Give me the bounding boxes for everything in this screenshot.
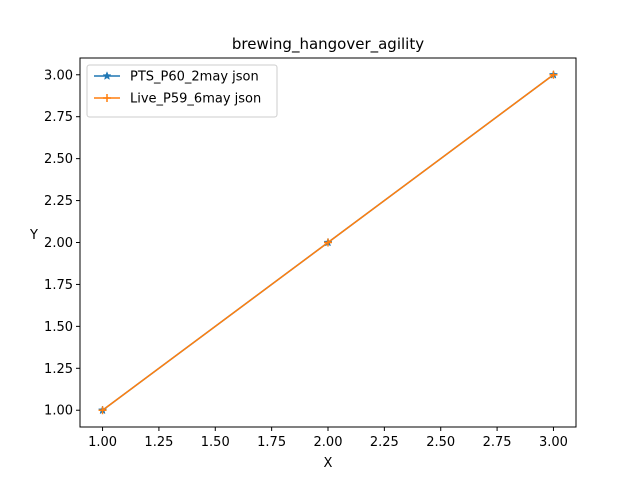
x-tick-label: 2.75 bbox=[483, 435, 512, 450]
y-axis-label: Y bbox=[29, 228, 38, 243]
series-2-point bbox=[324, 238, 332, 247]
y-tick-label: 2.25 bbox=[44, 194, 73, 209]
legend-item: PTS_P60_2may json bbox=[94, 70, 259, 85]
x-tick-label: 1.75 bbox=[257, 435, 286, 450]
x-axis-label: X bbox=[324, 456, 333, 471]
y-tick-label: 2.00 bbox=[44, 236, 73, 251]
plot-frame bbox=[79, 57, 577, 428]
series-2-point bbox=[549, 70, 558, 79]
x-tick-label: 3.00 bbox=[539, 435, 568, 450]
series-layer bbox=[97, 69, 559, 415]
y-tick-label: 2.75 bbox=[44, 110, 73, 125]
legend-item: Live_P59_6may json bbox=[94, 92, 261, 107]
series-2 bbox=[98, 70, 558, 415]
y-tick-label: 1.50 bbox=[44, 320, 73, 335]
x-tick-label: 2.00 bbox=[314, 435, 343, 450]
y-tick-label: 2.50 bbox=[44, 152, 73, 167]
legend-marker bbox=[102, 71, 112, 80]
y-tick-label: 1.75 bbox=[44, 278, 73, 293]
x-tick-label: 1.25 bbox=[144, 435, 173, 450]
series-2-point bbox=[98, 406, 107, 415]
y-tick-label: 3.00 bbox=[44, 68, 73, 83]
y-tick-label: 1.25 bbox=[44, 362, 73, 377]
chart-title: brewing_hangover_agility bbox=[232, 35, 424, 54]
x-tick-label: 1.00 bbox=[88, 435, 117, 450]
x-tick-label: 1.50 bbox=[201, 435, 230, 450]
x-axis-ticks: 1.00 1.25 1.50 1.75 2.00 2.25 2.50 2.75 3.00 bbox=[88, 427, 568, 450]
y-tick-label: 1.00 bbox=[44, 404, 73, 419]
legend-label: Live_P59_6may json bbox=[130, 92, 261, 107]
legend-box bbox=[86, 64, 278, 118]
x-tick-label: 2.50 bbox=[426, 435, 455, 450]
legend-marker bbox=[103, 94, 111, 102]
legend: PTS_P60_2may json Live_P59_6may json bbox=[86, 64, 278, 118]
legend-label: PTS_P60_2may json bbox=[130, 70, 259, 85]
y-axis-ticks: 1.00 1.25 1.50 1.75 2.00 2.25 2.50 2.75 3.00 bbox=[44, 68, 80, 419]
x-tick-label: 2.25 bbox=[370, 435, 399, 450]
